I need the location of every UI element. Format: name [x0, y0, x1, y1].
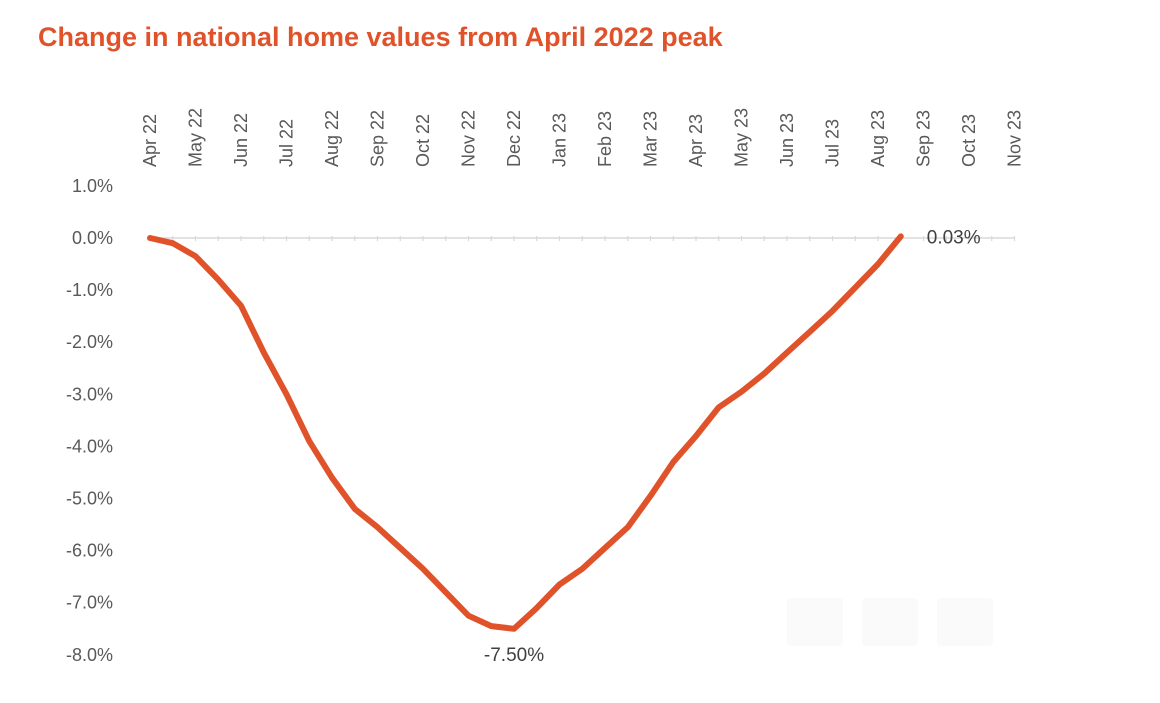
- x-tick-label: Feb 23: [595, 111, 615, 167]
- download-icon[interactable]: [787, 598, 843, 646]
- x-tick-label: Apr 22: [140, 114, 160, 167]
- x-tick-label: Jul 23: [823, 119, 843, 167]
- y-tick-label: -8.0%: [66, 645, 113, 665]
- series: [147, 233, 904, 632]
- y-tick-label: -7.0%: [66, 593, 113, 613]
- x-tick-label: May 23: [732, 108, 752, 167]
- x-tick-label: Jul 22: [277, 119, 297, 167]
- x-axis: Apr 22 May 22 Jun 22 Jul 22 Aug 22 Sep 22 Oct …: [140, 108, 1025, 167]
- x-tick-label: Jun 23: [777, 113, 797, 167]
- data-labels: -7.50% 0.03%: [484, 227, 981, 665]
- x-tick-label: Mar 23: [641, 111, 661, 167]
- data-label: 0.03%: [927, 227, 981, 248]
- x-tick-label: Aug 23: [868, 110, 888, 167]
- y-tick-label: -3.0%: [66, 384, 113, 404]
- zero-axis: [149, 236, 1016, 241]
- x-tick-label: Dec 22: [504, 110, 524, 167]
- x-tick-label: Oct 23: [959, 114, 979, 167]
- x-tick-label: Jun 22: [231, 113, 251, 167]
- x-tick-label: May 22: [186, 108, 206, 167]
- y-tick-label: -5.0%: [66, 489, 113, 509]
- x-tick-label: Apr 23: [686, 114, 706, 167]
- y-tick-label: -1.0%: [66, 280, 113, 300]
- share-icon[interactable]: [937, 598, 993, 646]
- y-tick-label: -6.0%: [66, 541, 113, 561]
- y-tick-label: -4.0%: [66, 436, 113, 456]
- series-line: [147, 233, 904, 632]
- x-tick-label: Nov 22: [459, 110, 479, 167]
- chart-title: Change in national home values from Apri…: [38, 22, 723, 52]
- x-tick-label: Aug 22: [322, 110, 342, 167]
- y-tick-label: 1.0%: [72, 176, 113, 196]
- y-tick-label: -2.0%: [66, 332, 113, 352]
- y-axis: 1.0% 0.0% -1.0% -2.0% -3.0% -4.0% -5.0% -6.0% -7…: [66, 176, 113, 665]
- x-tick-label: Nov 23: [1005, 110, 1025, 167]
- x-tick-label: Oct 22: [413, 114, 433, 167]
- x-tick-label: Jan 23: [550, 113, 570, 167]
- x-tick-label: Sep 22: [368, 110, 388, 167]
- alert-icon[interactable]: [862, 598, 918, 646]
- y-tick-label: 0.0%: [72, 228, 113, 248]
- x-tick-label: Sep 23: [914, 110, 934, 167]
- data-label: -7.50%: [484, 645, 544, 666]
